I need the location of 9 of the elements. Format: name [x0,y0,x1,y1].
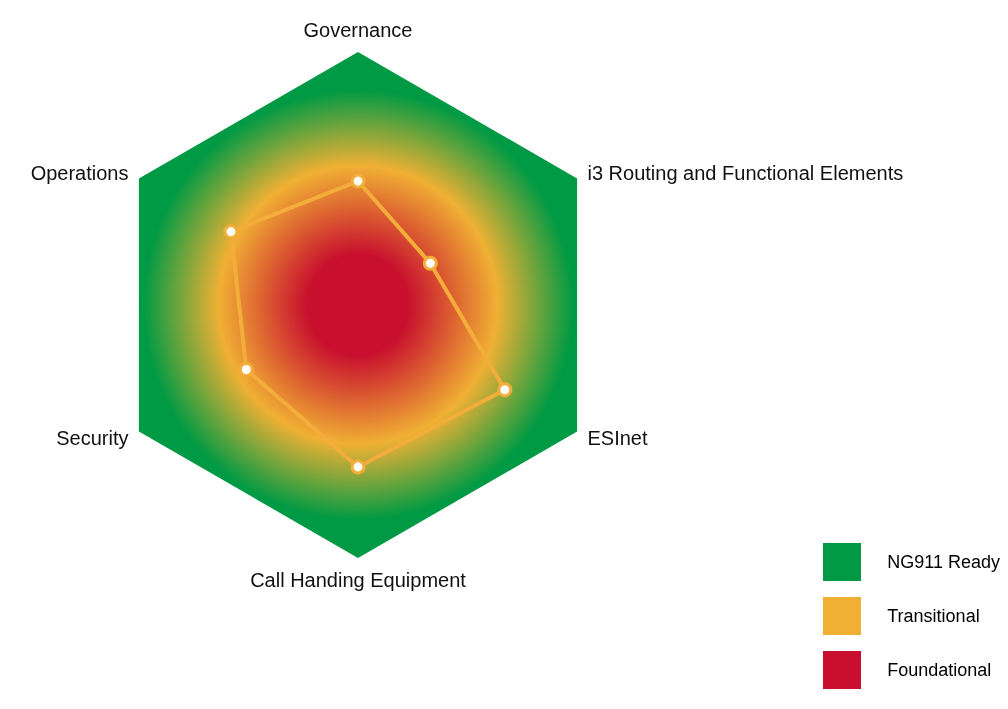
spoke-label: i3 Routing and Functional Elements [587,161,904,184]
text: Foundational [887,659,992,680]
spoke-label: Call Handing Equipment [250,569,467,591]
text: NG911 Ready [887,551,1000,572]
text: Transitional [887,605,980,626]
spoke-label: Security [56,426,129,449]
spoke-label: ESInet [587,426,648,449]
spoke-label: Governance [303,19,413,41]
spoke-label: Operations [30,161,129,184]
